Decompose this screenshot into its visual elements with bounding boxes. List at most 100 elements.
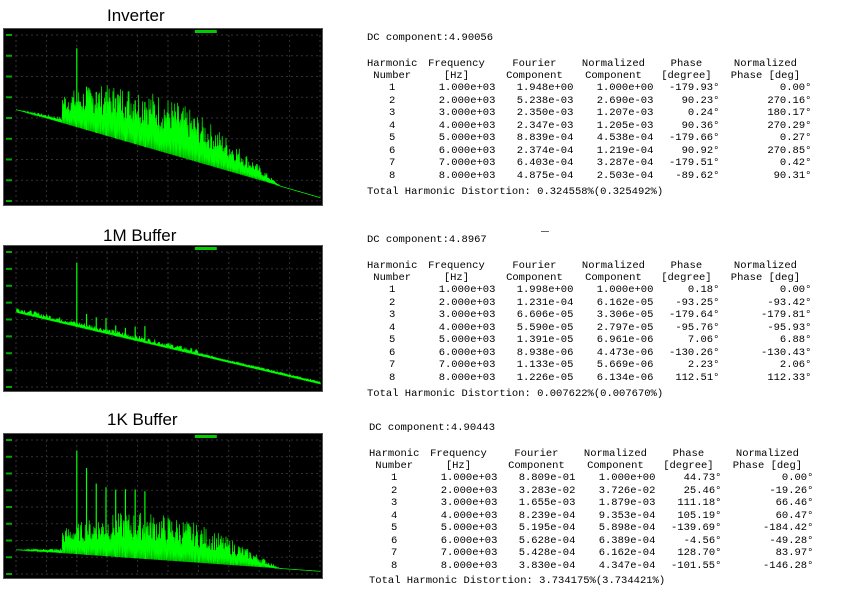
header-row: Harmonic Number Frequency [Hz] Fourier Compon… [367,260,811,284]
table-cell: 5 [389,334,396,346]
tick-mark [6,318,12,321]
table-row: 2 2.000e+03 1.231e-04 6.162e-05 -93.25° -93.4… [367,297,811,310]
thd-value: 3.734175%(3.734421%) [539,575,666,587]
table-cell: 7 [391,547,398,559]
table-cell: 2.347e-03 [516,119,574,132]
table-cell: 2.690e-03 [596,94,654,107]
table-cell: 0.00° [781,472,814,484]
table-cell: 1.000e+00 [596,82,654,94]
table-cell: -179.51° [669,157,720,169]
table-cell: -101.55° [671,559,722,572]
table-cell: 1.000e+00 [598,472,656,484]
table-cell: 6.000e+03 [438,144,496,157]
table-cell: 6.961e-06 [596,334,654,346]
column-header: Normalized Phase [deg] [721,448,813,472]
table-cell: 1.948e+00 [516,82,574,94]
table-cell: 6.162e-05 [596,296,654,309]
table-cell: 1.000e+03 [438,284,496,296]
table-cell: 1.207e-03 [596,107,654,119]
table-cell: 6.606e-05 [516,309,574,321]
fourier-table-inverter: Harmonic Number Frequency [Hz] Fourier Compon… [367,58,811,182]
tick-mark [6,369,12,372]
table-cell: 2 [391,484,398,497]
table-cell: 6.403e-04 [516,157,574,169]
column-header-line: Phase [670,58,703,70]
table-cell: 5.000e+03 [438,132,496,144]
table-row: 5 5.000e+03 8.839e-04 4.538e-04 -179.66° 0.27… [367,132,811,145]
column-header-line: Number [373,272,412,284]
tick-mark [6,117,12,119]
table-cell: 3 [389,309,396,321]
column-header: Phase [degree] [655,448,721,472]
table-cell: -95.93° [767,321,812,334]
tick-mark [6,439,12,441]
dc-component-1k-buffer: DC component:4.90443 [369,422,495,434]
table-cell: -184.42° [763,522,814,534]
table-row: 7 7.000e+03 1.133e-05 5.669e-06 2.23° 2.06° [367,359,811,372]
column-header: Harmonic Number [369,448,419,472]
table-row: 8 8.000e+03 3.830e-04 4.347e-04 -101.55° -146… [369,560,813,573]
thd-label: Total Harmonic Distortion: [367,186,538,198]
table-cell: 180.17° [767,107,812,119]
table-cell: 4 [389,321,396,334]
column-header-line: Fourier [514,448,559,460]
tick-mark [6,200,12,202]
thd-label: Total Harmonic Distortion: [367,388,538,400]
column-header-line: Frequency [428,58,485,70]
thd-1k-buffer: Total Harmonic Distortion: 3.734175%(3.7… [369,575,665,587]
table-cell: 8.809e-01 [518,472,576,484]
table-cell: 5.195e-04 [518,522,576,534]
table-cell: 8 [389,371,396,384]
thd-inverter: Total Harmonic Distortion: 0.324558%(0.3… [367,186,663,198]
table-cell: 4.473e-06 [596,346,654,359]
tick-mark [6,251,12,253]
table-cell: 128.70° [677,547,722,559]
table-cell: 3.306e-05 [596,309,654,321]
panel-title-1m-buffer: 1M Buffer [103,226,177,245]
table-cell: 6 [389,144,396,157]
column-header: Normalized Phase [deg] [719,58,811,82]
column-header-line: Fourier [512,260,557,272]
table-cell: 60.47° [775,509,814,522]
spectrum-plot-1k-buffer [3,433,323,579]
column-header-line: Harmonic [369,448,420,460]
table-cell: 5 [391,522,398,534]
table-cell: 112.51° [675,371,720,384]
thd-1m-buffer: Total Harmonic Distortion: 0.007622%(0.0… [367,388,663,400]
spectrum-svg-1k-buffer [6,435,321,575]
column-header-line: Number [375,460,414,472]
table-cell: 90.31° [773,169,812,182]
column-header-line: Normalized [583,448,647,460]
spectrum-plot-1m-buffer [3,245,323,392]
table-cell: 1.879e-03 [598,497,656,509]
table-cell: 0.42° [779,157,812,169]
table-cell: 2.000e+03 [438,296,496,309]
table-cell: 7.06° [687,334,720,346]
column-header-line: Phase [deg] [732,460,803,472]
table-cell: 8.239e-04 [518,509,576,522]
column-header: Harmonic Number [367,260,417,284]
table-cell: 3.726e-02 [598,484,656,497]
dc-component-inverter: DC component:4.90056 [367,32,493,44]
table-row: 2 2.000e+03 3.283e-02 3.726e-02 25.46° -19.26… [369,485,813,498]
table-cell: -95.76° [675,321,720,334]
column-header-line: [degree] [663,460,714,472]
table-cell: 8.839e-04 [516,132,574,144]
tick-mark [6,522,12,525]
table-cell: 6 [389,346,396,359]
table-cell: -139.69° [671,522,722,534]
dc-value: 4.90443 [450,422,496,434]
table-cell: -130.26° [669,346,720,359]
table-cell: 6.134e-06 [596,371,654,384]
column-header-line: [Hz] [443,70,470,82]
table-row: 7 7.000e+03 5.428e-04 6.162e-04 128.70° 83.97… [369,547,813,560]
column-header-line: Phase [deg] [730,70,801,82]
dc-label: DC component: [367,234,449,246]
thd-value: 0.007622%(0.007670%) [537,388,664,400]
table-cell: 2 [389,296,396,309]
table-cell: 4.347e-04 [598,559,656,572]
column-header: Normalized Phase [deg] [719,260,811,284]
panel-title-1k-buffer: 1K Buffer [107,410,178,429]
table-row: 3 3.000e+03 6.606e-05 3.306e-05 -179.64° -179… [367,309,811,322]
tick-mark [6,137,12,140]
